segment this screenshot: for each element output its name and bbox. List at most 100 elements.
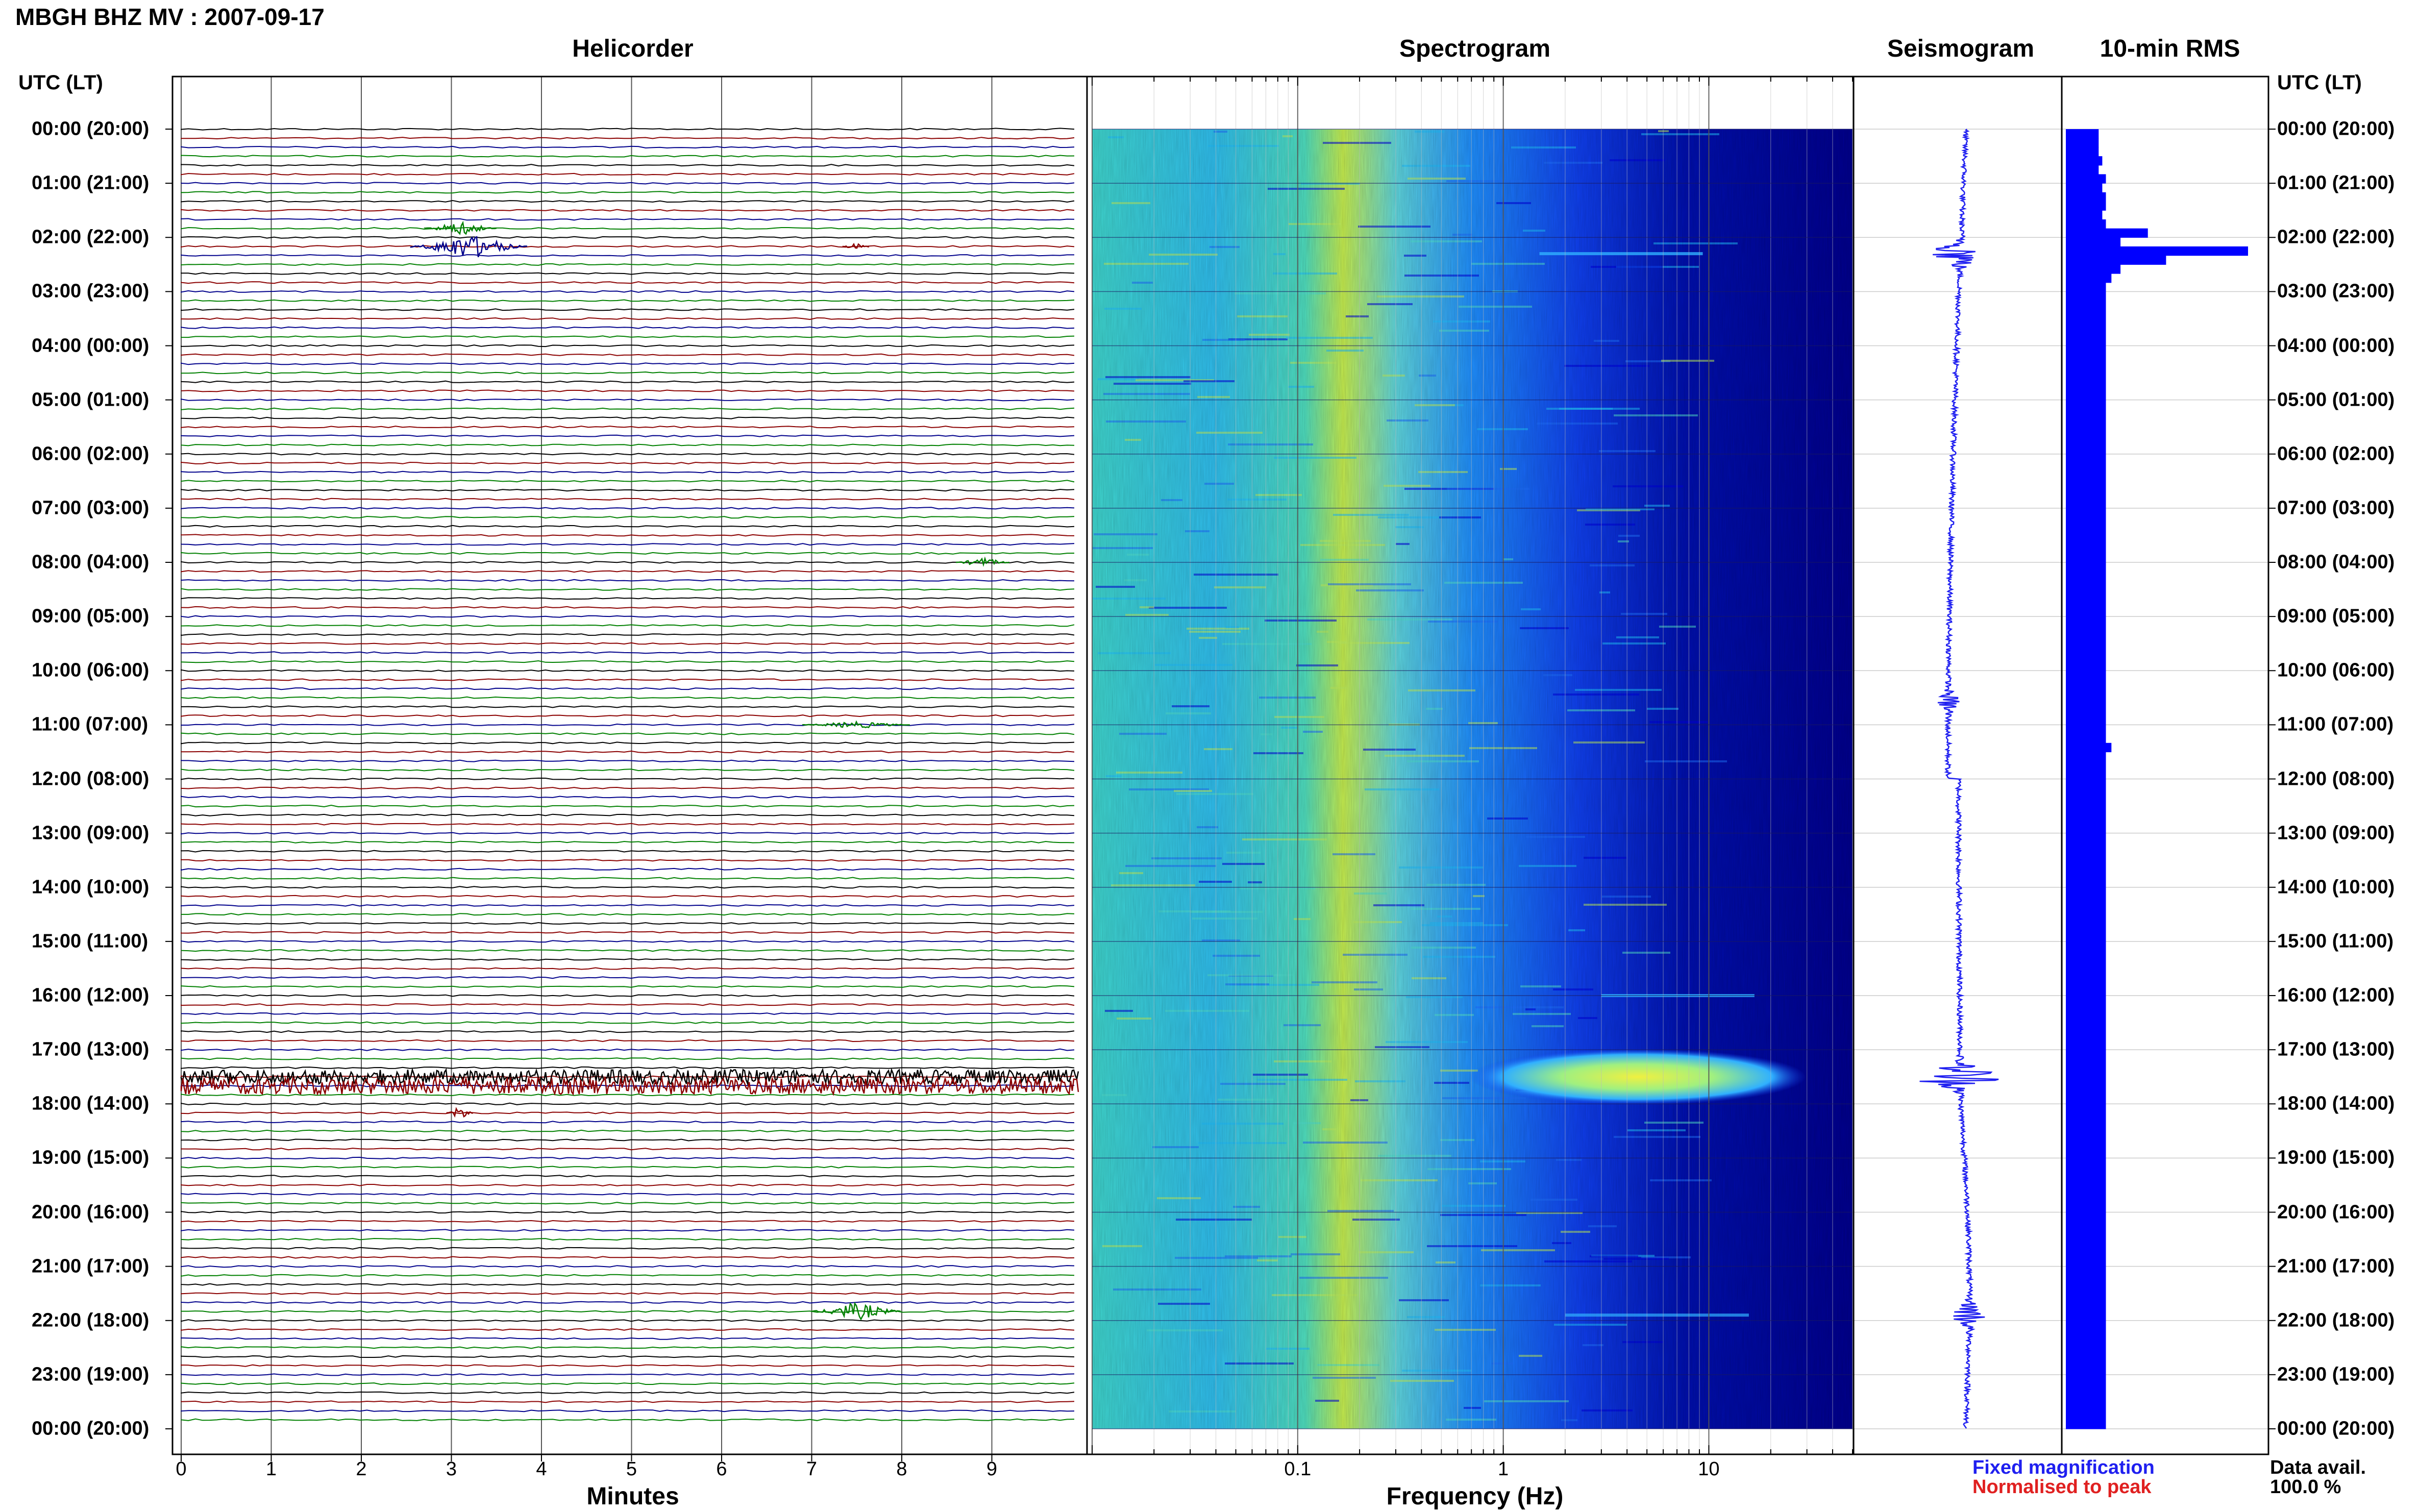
helicorder-trace <box>181 1156 1075 1159</box>
helicorder-trace <box>181 687 1075 690</box>
rms-bar <box>2066 707 2106 716</box>
rms-bar <box>2066 896 2106 906</box>
helicorder-trace <box>181 1148 1075 1151</box>
spectrogram-tick-label: 10 <box>1698 1458 1720 1480</box>
helicorder-trace <box>181 434 1075 437</box>
helicorder-xlabel: Minutes <box>586 1483 679 1510</box>
rms-bar <box>2066 1050 2106 1059</box>
helicorder-trace <box>181 145 1075 149</box>
time-label-right: 15:00 (11:00) <box>2277 930 2394 952</box>
time-label-right: 17:00 (13:00) <box>2277 1038 2395 1060</box>
time-label-left: 08:00 (04:00) <box>32 551 150 573</box>
helicorder-trace <box>181 705 1075 708</box>
rms-bar <box>2066 1320 2106 1330</box>
rms-bar <box>2066 400 2106 409</box>
helicorder-trace <box>181 750 1075 754</box>
rms-bar <box>2066 463 2106 473</box>
time-label-right: 03:00 (23:00) <box>2277 280 2395 302</box>
helicorder-trace <box>181 660 1075 663</box>
rms-bar <box>2066 1167 2106 1177</box>
rms-bar <box>2066 183 2103 193</box>
time-label-right: 23:00 (19:00) <box>2277 1364 2395 1385</box>
helicorder-trace <box>181 335 1075 338</box>
rms-bar <box>2066 328 2106 337</box>
time-label-left: 15:00 (11:00) <box>32 930 149 952</box>
rms-bar <box>2066 1085 2106 1096</box>
helicorder-trace <box>181 1382 1075 1385</box>
spectrogram-tick-label: 1 <box>1498 1458 1509 1480</box>
rms-bar <box>2066 1266 2106 1276</box>
rms-bar <box>2066 147 2099 157</box>
rms-bar <box>2066 652 2106 662</box>
rms-bar <box>2066 274 2112 283</box>
rms-bar <box>2066 1013 2106 1023</box>
helicorder-trace <box>181 1057 1075 1060</box>
rms-bar <box>2066 1095 2106 1104</box>
helicorder-trace <box>181 1391 1075 1394</box>
helicorder-trace <box>181 470 1075 474</box>
helicorder-trace <box>181 832 1075 835</box>
helicorder-trace <box>181 615 1075 618</box>
rms-bar <box>2066 996 2106 1005</box>
helicorder-trace <box>181 1166 1075 1169</box>
helicorder-trace <box>181 407 1075 411</box>
rms-bar <box>2066 959 2106 969</box>
helicorder-trace <box>181 813 1075 816</box>
rms-bar <box>2066 210 2103 220</box>
helicorder-trace <box>181 985 1075 988</box>
helicorder-tick-label: 8 <box>896 1458 907 1480</box>
helicorder-trace <box>181 1229 1075 1232</box>
spectrogram-tick-label: 0.1 <box>1284 1458 1312 1480</box>
time-label-left: 10:00 (06:00) <box>32 659 150 681</box>
helicorder-trace <box>181 236 1075 239</box>
utc-header-left: UTC (LT) <box>18 71 103 94</box>
helicorder-trace <box>181 895 1075 898</box>
spectrogram-event <box>1565 1313 1749 1317</box>
rms-bar <box>2066 761 2106 771</box>
helicorder-trace <box>181 488 1075 492</box>
helicorder-trace <box>181 796 1075 799</box>
helicorder-trace <box>181 389 1075 392</box>
helicorder-trace <box>181 137 1075 140</box>
time-label-left: 23:00 (19:00) <box>32 1364 150 1385</box>
helicorder-tick-label: 4 <box>536 1458 547 1480</box>
rms-bar <box>2066 833 2106 842</box>
helicorder-trace <box>181 840 1075 844</box>
rms-bar <box>2066 698 2106 707</box>
time-label-left: 17:00 (13:00) <box>32 1038 150 1060</box>
rms-bar <box>2066 409 2106 418</box>
rms-bar <box>2066 878 2106 888</box>
rms-bar <box>2066 1374 2106 1384</box>
time-label-right: 12:00 (08:00) <box>2277 768 2395 789</box>
rms-bar <box>2066 544 2106 554</box>
rms-bar <box>2066 688 2106 698</box>
rms-bar <box>2066 616 2106 626</box>
helicorder-trace <box>181 642 1075 645</box>
time-label-right: 19:00 (15:00) <box>2277 1147 2395 1169</box>
helicorder-trace <box>181 696 1075 699</box>
helicorder-trace <box>181 362 1075 365</box>
time-label-right: 18:00 (14:00) <box>2277 1093 2395 1114</box>
helicorder-trace <box>181 1237 1075 1241</box>
time-label-right: 13:00 (09:00) <box>2277 822 2395 844</box>
helicorder-trace <box>181 353 1075 356</box>
helicorder-trace <box>181 1256 1075 1259</box>
helicorder-trace <box>181 1012 1075 1015</box>
helicorder-trace <box>181 272 1075 275</box>
helicorder-trace <box>181 588 1075 591</box>
rms-bar <box>2066 562 2106 572</box>
rms-bar <box>2066 1257 2106 1267</box>
helicorder-trace <box>181 480 1075 483</box>
rms-bar <box>2066 1339 2106 1348</box>
rms-bar <box>2066 742 2112 753</box>
helicorder-trace <box>181 534 1075 537</box>
time-label-right: 20:00 (16:00) <box>2277 1201 2395 1223</box>
rms-bar <box>2066 1212 2106 1222</box>
rms-bar <box>2066 427 2106 436</box>
data-availability-label: Data avail. <box>2270 1457 2366 1478</box>
rms-bar <box>2066 553 2106 563</box>
helicorder-trace <box>181 651 1075 654</box>
helicorder-trace <box>181 1319 1075 1322</box>
helicorder-trace <box>181 344 1075 348</box>
time-label-right: 21:00 (17:00) <box>2277 1255 2395 1277</box>
